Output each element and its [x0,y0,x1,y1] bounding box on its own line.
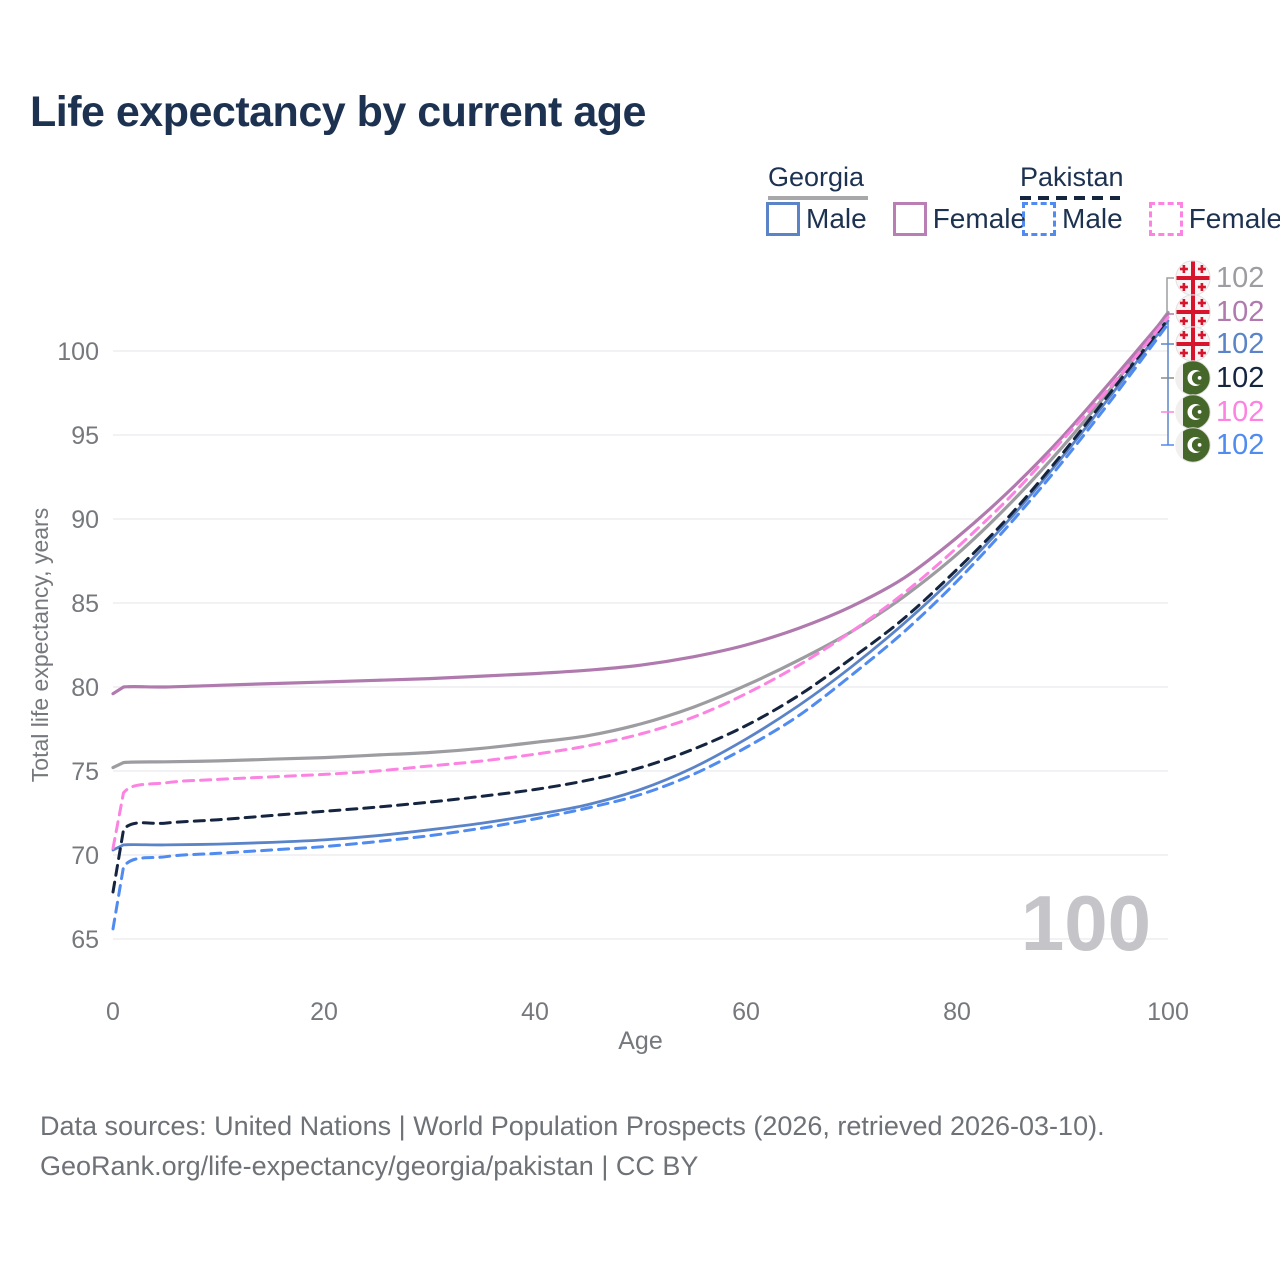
end-label-row-georgia-female: 102 [1175,294,1264,330]
series-line-georgia-female[interactable] [111,312,1170,696]
end-label-value: 102 [1216,362,1265,394]
legend-swatch-georgia-male[interactable] [766,202,800,236]
y-tick-label-70: 70 [71,842,99,870]
legend-pakistan-line-sample [1020,196,1120,200]
y-tick-label-85: 85 [71,590,99,618]
series-line-georgia-male[interactable] [111,319,1170,852]
y-tick-label-95: 95 [71,422,99,450]
series-line-georgia-both[interactable] [111,310,1170,770]
end-label-row-pakistan-both: 102 [1175,360,1264,396]
georgia-flag-icon [1175,260,1211,296]
current-age-watermark: 100 [1021,879,1151,967]
footer-attribution: GeoRank.org/life-expectancy/georgia/paki… [40,1151,699,1181]
y-tick-label-80: 80 [71,674,99,702]
x-tick-label-60: 60 [732,998,760,1026]
end-label-row-pakistan-female: 102 [1175,394,1264,430]
legend-swatch-pakistan-male[interactable] [1022,202,1056,236]
page-title: Life expectancy by current age [30,88,646,136]
series-line-pakistan-both[interactable] [111,317,1170,894]
x-tick-label-20: 20 [310,998,338,1026]
end-label-value: 102 [1216,328,1265,360]
leader-georgia-both [1166,277,1174,312]
legend-row-georgia: Male Female [766,202,1026,236]
georgia-flag-icon [1175,326,1211,362]
legend-group-pakistan: Pakistan [1020,162,1124,200]
end-label-value: 102 [1216,429,1265,461]
end-label-value: 102 [1216,262,1265,294]
life-expectancy-chart: 65 70 75 80 85 90 95 100 0 20 40 60 80 100 Total life … [27,277,1189,1055]
legend-label-pakistan-male[interactable]: Male [1062,203,1123,234]
pakistan-flag-icon [1175,394,1211,430]
footer-data-sources: Data sources: United Nations | World Pop… [40,1111,1105,1141]
legend-label-georgia-female[interactable]: Female [932,203,1027,234]
y-tick-label-100: 100 [57,338,99,366]
legend-row-pakistan: Male Female [1022,202,1280,236]
y-tick-label-75: 75 [71,758,99,786]
end-label-row-pakistan-male: 102 [1175,427,1264,463]
legend-group-georgia: Georgia [768,162,868,200]
x-tick-label-80: 80 [943,998,971,1026]
end-label-row-georgia-both: 102 [1175,260,1264,296]
x-tick-label-100: 100 [1147,998,1189,1026]
series-line-pakistan-female[interactable] [111,315,1170,850]
legend-label-georgia-male[interactable]: Male [806,203,867,234]
series-line-pakistan-male[interactable] [111,322,1170,931]
legend-swatch-pakistan-female[interactable] [1148,202,1183,236]
legend-swatch-georgia-female[interactable] [892,202,927,236]
pakistan-flag-icon [1175,427,1211,463]
end-label-value: 102 [1216,396,1265,428]
end-label-value: 102 [1216,296,1265,328]
y-tick-label-90: 90 [71,506,99,534]
legend-country-pakistan[interactable]: Pakistan [1020,162,1124,192]
x-axis-title: Age [618,1027,662,1055]
y-tick-label-65: 65 [71,926,99,954]
legend-label-pakistan-female[interactable]: Female [1188,203,1280,234]
x-tick-label-0: 0 [106,998,120,1026]
end-label-row-georgia-male: 102 [1175,326,1264,362]
legend-country-georgia[interactable]: Georgia [768,162,865,192]
pakistan-flag-icon [1175,360,1211,396]
x-tick-label-40: 40 [521,998,549,1026]
legend-georgia-line-sample [768,196,868,200]
footer: Data sources: United Nations | World Pop… [40,1106,1105,1186]
y-axis-title: Total life expectancy, years [27,508,53,782]
georgia-flag-icon [1175,294,1211,330]
